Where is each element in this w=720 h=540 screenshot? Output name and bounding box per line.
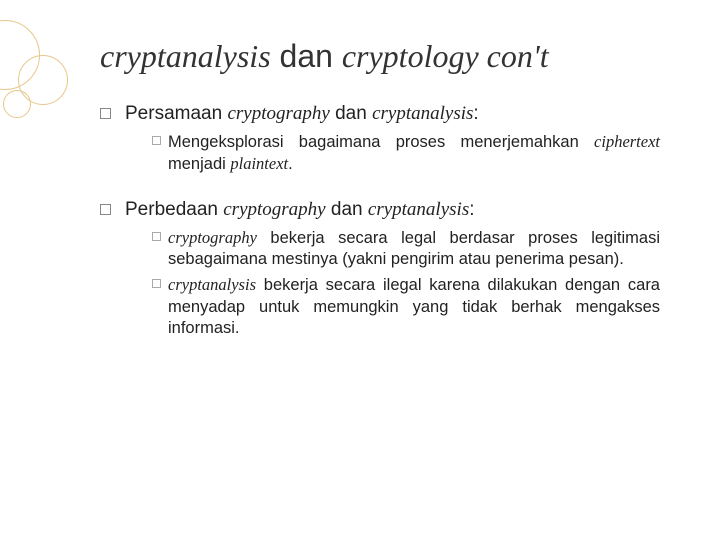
bullet-text: Mengeksplorasi bagaimana proses menerjem… — [168, 131, 660, 175]
text: dan — [330, 103, 372, 124]
bullet-level1: Perbedaan cryptography dan cryptanalysis… — [100, 199, 660, 221]
bullet-level1: Persamaan cryptography dan cryptanalysis… — [100, 103, 660, 125]
slide-title: cryptanalysis dan cryptology con't — [100, 38, 660, 75]
text: Persamaan — [125, 103, 227, 124]
text: Perbedaan — [125, 199, 223, 220]
square-bullet-icon — [152, 279, 161, 288]
bullet-heading: Perbedaan cryptography dan cryptanalysis… — [125, 199, 475, 221]
deco-circle — [3, 90, 31, 118]
text-italic: cryptography — [227, 103, 329, 124]
bullet-level2: cryptography bekerja secara legal berdas… — [152, 227, 660, 270]
text-italic: cryptanalysis — [368, 199, 469, 220]
text: : — [473, 103, 478, 124]
title-part: dan — [271, 38, 342, 74]
bullet-text: cryptanalysis bekerja secara ilegal kare… — [168, 274, 660, 338]
square-bullet-icon — [100, 108, 111, 119]
text-italic: cryptography — [168, 228, 257, 247]
text-italic: cryptography — [223, 199, 325, 220]
bullet-level2: cryptanalysis bekerja secara ilegal kare… — [152, 274, 660, 338]
square-bullet-icon — [100, 204, 111, 215]
square-bullet-icon — [152, 232, 161, 241]
text-italic: cryptanalysis — [168, 275, 256, 294]
text-italic: ciphertext — [594, 132, 660, 151]
slide-content: cryptanalysis dan cryptology con't Persa… — [100, 38, 660, 363]
text-italic: cryptanalysis — [372, 103, 473, 124]
bullet-level2: Mengeksplorasi bagaimana proses menerjem… — [152, 131, 660, 175]
sub-bullets: cryptography bekerja secara legal berdas… — [152, 227, 660, 339]
bullet-text: cryptography bekerja secara legal berdas… — [168, 227, 660, 270]
text: dan — [326, 199, 368, 220]
square-bullet-icon — [152, 136, 161, 145]
text: . — [288, 155, 293, 173]
sub-bullets: Mengeksplorasi bagaimana proses menerjem… — [152, 131, 660, 175]
title-part: cryptology con't — [342, 38, 549, 74]
text: : — [469, 199, 474, 220]
text: Mengeksplorasi bagaimana proses menerjem… — [168, 133, 594, 151]
text: menjadi — [168, 155, 230, 173]
text-italic: plaintext — [230, 154, 288, 173]
title-part: cryptanalysis — [100, 38, 271, 74]
bullet-heading: Persamaan cryptography dan cryptanalysis… — [125, 103, 479, 125]
